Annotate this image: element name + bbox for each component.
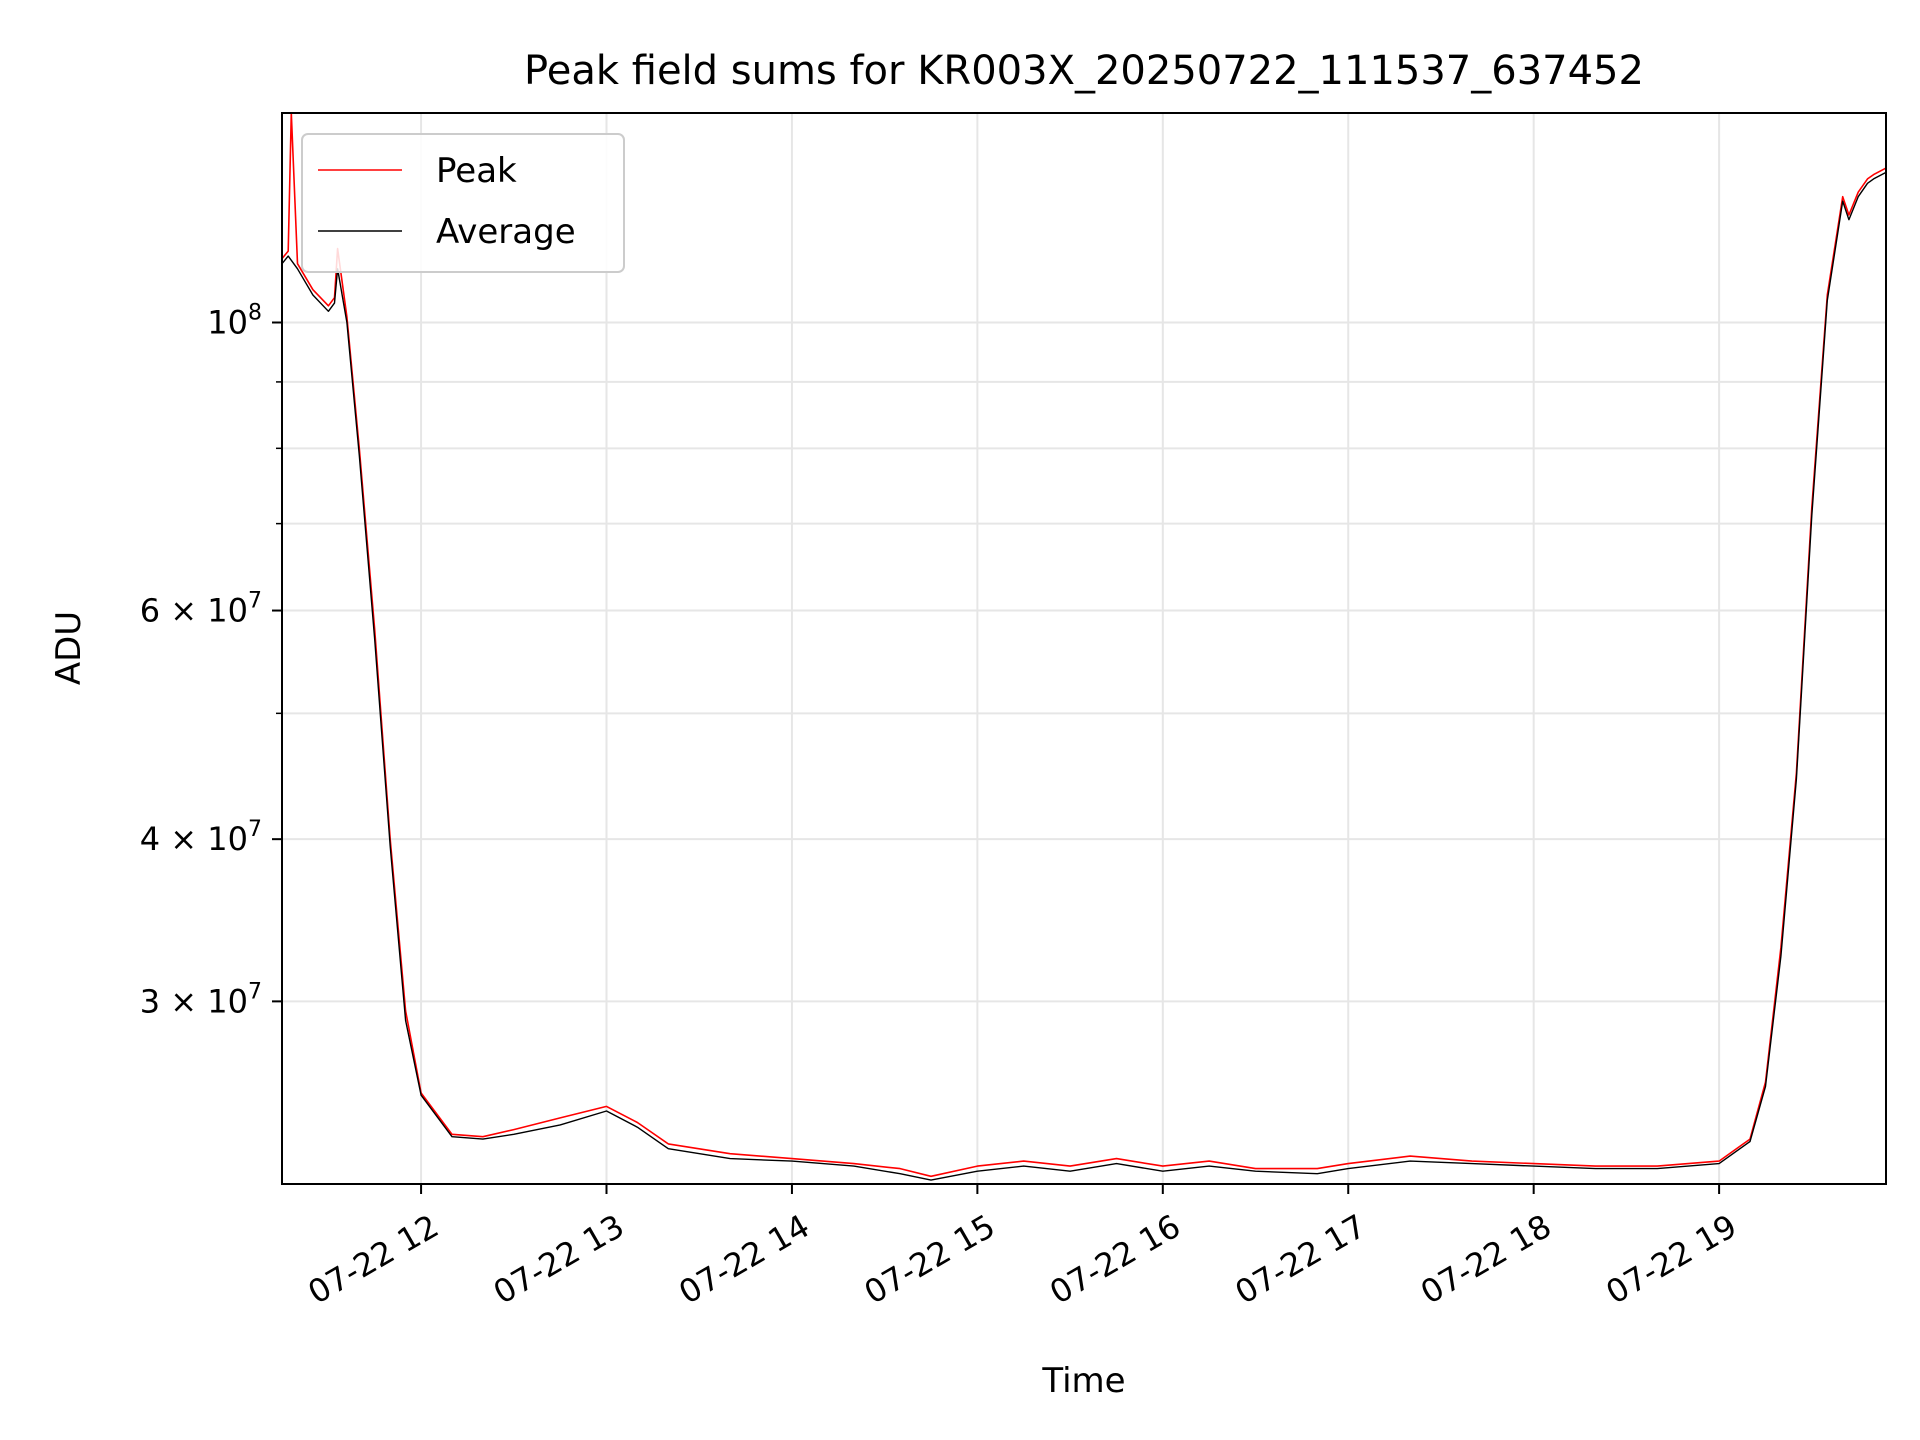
x-tick-label: 07-22 15 — [858, 1207, 1002, 1312]
y-axis: 108 6 × 107 4 × 107 3 × 107 — [140, 301, 282, 1020]
x-tick-label: 07-22 13 — [487, 1207, 631, 1312]
x-tick-label: 07-22 18 — [1414, 1207, 1558, 1312]
y-tick-label: 3 × 107 — [140, 979, 262, 1020]
y-tick-label: 6 × 107 — [140, 589, 262, 630]
average-series-line — [281, 171, 1887, 1181]
x-tick-label: 07-22 17 — [1229, 1207, 1373, 1312]
x-tick-label: 07-22 16 — [1043, 1207, 1187, 1312]
x-tick-label: 07-22 14 — [672, 1207, 816, 1312]
y-tick-label: 4 × 107 — [140, 817, 262, 858]
x-tick-label: 07-22 19 — [1600, 1207, 1744, 1312]
x-axis-label: Time — [1041, 1361, 1125, 1401]
legend-box — [301, 133, 625, 273]
y-tick-label: 108 — [207, 301, 262, 342]
legend: Peak Average — [301, 133, 625, 273]
legend-average-label: Average — [436, 212, 576, 252]
plot-frame — [281, 112, 1887, 1185]
grid — [282, 113, 1886, 1184]
x-axis: 07-22 12 07-22 13 07-22 14 07-22 15 07-22 16… — [301, 1184, 1743, 1312]
chart-title: Peak field sums for KR003X_20250722_1115… — [524, 48, 1644, 94]
legend-peak-label: Peak — [436, 151, 517, 191]
plot-series — [281, 112, 1887, 1181]
x-tick-label: 07-22 12 — [301, 1207, 445, 1312]
y-axis-label: ADU — [49, 611, 89, 685]
